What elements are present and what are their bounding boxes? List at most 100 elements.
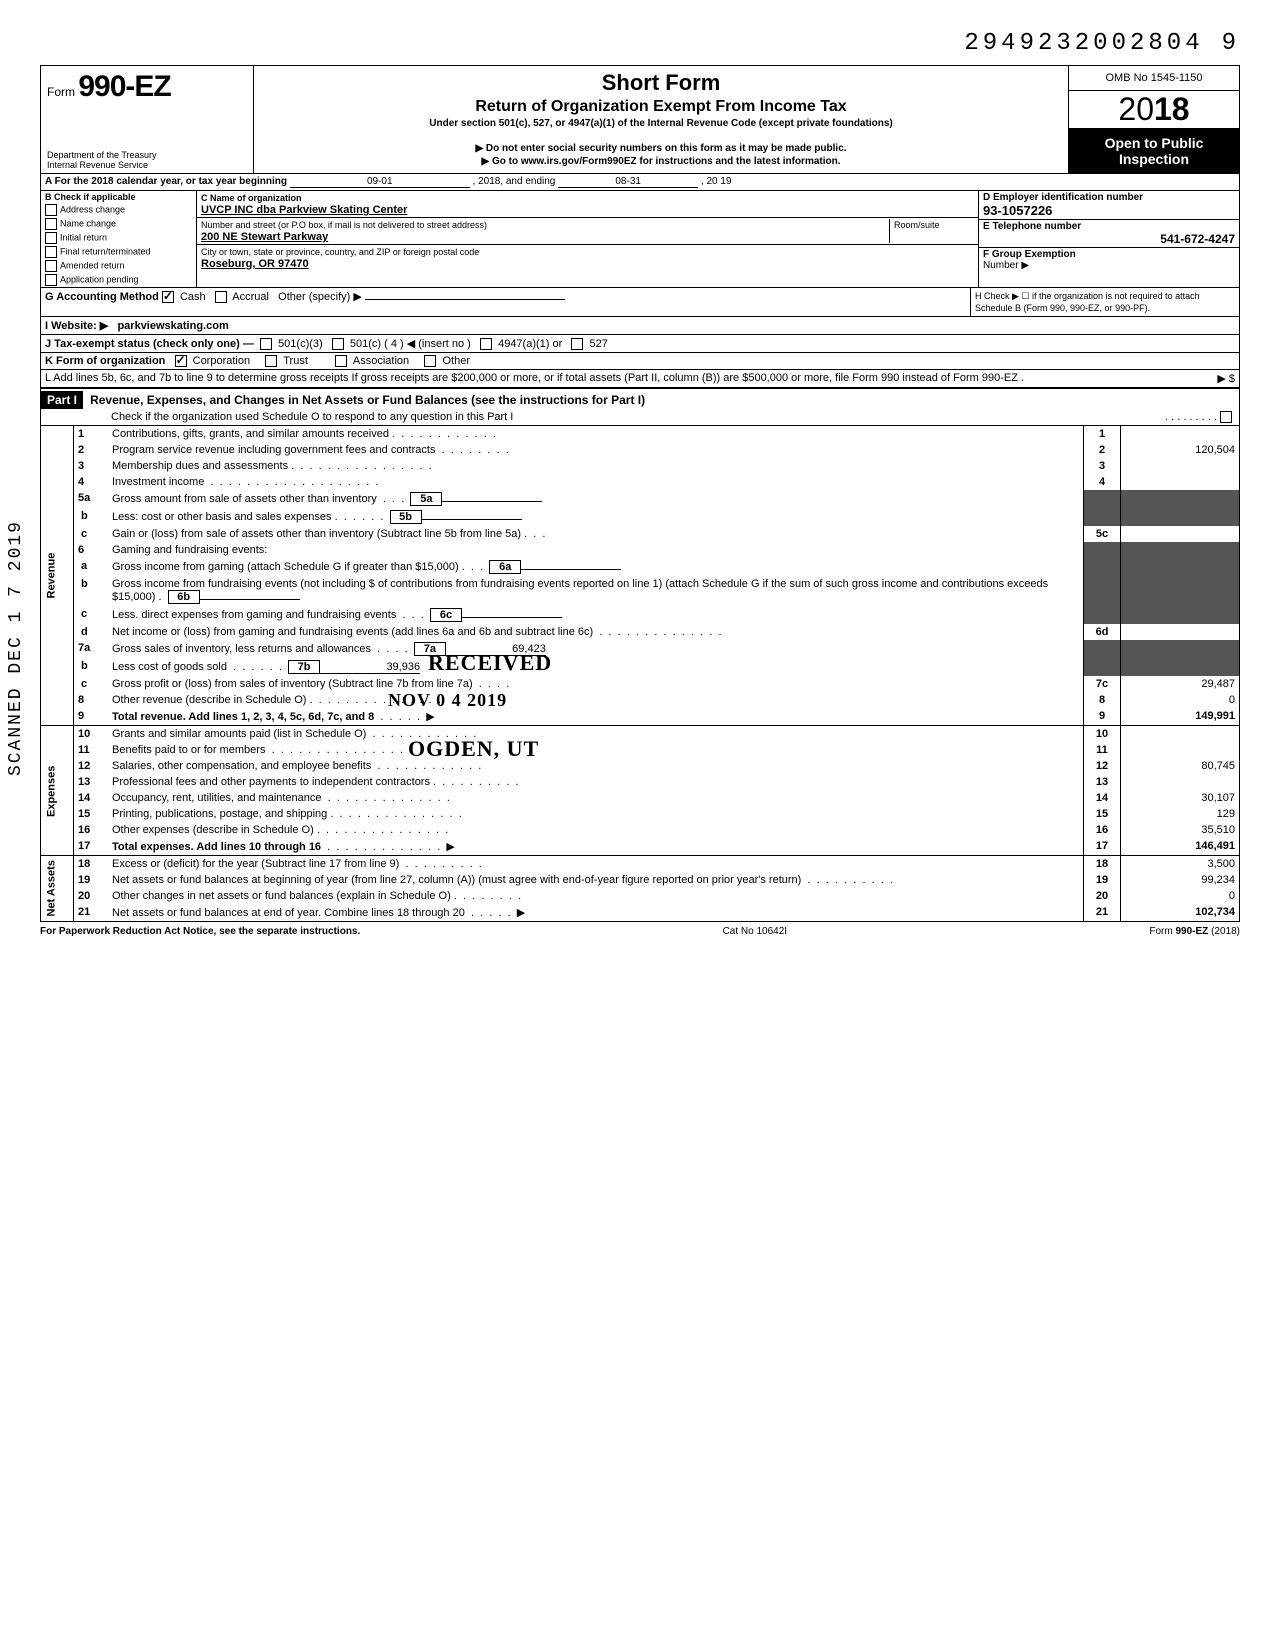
line-num: 17 — [1084, 838, 1121, 856]
title-main: Short Form — [262, 70, 1060, 96]
box-c-hdr: C Name of organization — [201, 193, 302, 203]
inner-num: 6b — [168, 590, 200, 604]
line-val — [1121, 474, 1240, 490]
checkbox-icon[interactable] — [45, 232, 57, 244]
street-hdr: Number and street (or P.O box, if mail i… — [201, 220, 487, 230]
checkbox-icon[interactable] — [45, 260, 57, 272]
shaded-cell — [1121, 490, 1240, 508]
line-num: 4 — [1084, 474, 1121, 490]
box-b-item: Initial return — [41, 231, 196, 245]
checkbox-icon[interactable] — [45, 218, 57, 230]
shaded-cell — [1121, 606, 1240, 624]
line-val — [1121, 726, 1240, 743]
box-b-item: Address change — [41, 203, 196, 217]
checkbox-icon[interactable] — [335, 355, 347, 367]
line-val: 0 — [1121, 888, 1240, 904]
open-to-public: Open to Public Inspection — [1069, 129, 1239, 173]
chk-label: 4947(a)(1) or — [498, 338, 562, 350]
line-text: Salaries, other compensation, and employ… — [112, 760, 371, 772]
inner-val: 39,936 — [320, 661, 420, 674]
line-text: Gaming and fundraising events: — [112, 544, 267, 556]
line-l: L Add lines 5b, 6c, and 7b to line 9 to … — [41, 370, 1239, 388]
checkbox-icon[interactable] — [45, 274, 57, 286]
checkbox-icon[interactable] — [162, 291, 174, 303]
line-num: 2 — [1084, 442, 1121, 458]
line-num: 8 — [1084, 692, 1121, 708]
checkbox-icon[interactable] — [260, 338, 272, 350]
checkbox-icon[interactable] — [1220, 411, 1232, 423]
line-text: Gross profit or (loss) from sales of inv… — [112, 678, 473, 690]
checkbox-icon[interactable] — [265, 355, 277, 367]
line-text: Occupancy, rent, utilities, and maintena… — [112, 792, 322, 804]
checkbox-icon[interactable] — [215, 291, 227, 303]
inner-val — [442, 501, 542, 502]
part1-check-text: Check if the organization used Schedule … — [111, 411, 513, 423]
checkbox-icon[interactable] — [480, 338, 492, 350]
line-g-label: G Accounting Method — [45, 291, 159, 303]
chk-label: 501(c)(3) — [278, 338, 323, 350]
date-stamp: NOV 0 4 2019 — [388, 690, 507, 711]
checkbox-icon[interactable] — [45, 246, 57, 258]
shaded-cell — [1084, 558, 1121, 576]
title-small: Under section 501(c), 527, or 4947(a)(1)… — [262, 118, 1060, 129]
line-num: 7c — [1084, 676, 1121, 692]
line-val: 30,107 — [1121, 790, 1240, 806]
line-i: I Website: ▶ parkviewskating.com — [41, 317, 1239, 335]
line-text: Net income or (loss) from gaming and fun… — [112, 626, 593, 638]
chk-label: Association — [353, 355, 409, 367]
line-val — [1121, 774, 1240, 790]
city-hdr: City or town, state or province, country… — [201, 247, 479, 257]
line-text: Net assets or fund balances at end of ye… — [112, 907, 465, 919]
line-num: 19 — [1084, 872, 1121, 888]
chk-label: Address change — [60, 205, 125, 215]
checkbox-icon[interactable] — [45, 204, 57, 216]
line-num: 15 — [1084, 806, 1121, 822]
inner-val — [521, 569, 621, 570]
checkbox-icon[interactable] — [571, 338, 583, 350]
checkbox-icon[interactable] — [332, 338, 344, 350]
scanned-stamp: SCANNED DEC 1 7 2019 — [6, 520, 26, 776]
department: Department of the Treasury Internal Reve… — [47, 151, 247, 171]
shaded-cell — [1121, 542, 1240, 558]
title-sub: Return of Organization Exempt From Incom… — [262, 98, 1060, 116]
line-val: 99,234 — [1121, 872, 1240, 888]
line-num: 10 — [1084, 726, 1121, 743]
box-d-hdr: D Employer identification number — [983, 192, 1143, 203]
line-num: 5c — [1084, 526, 1121, 542]
shaded-cell — [1121, 640, 1240, 658]
checkbox-icon[interactable] — [175, 355, 187, 367]
line-val: 35,510 — [1121, 822, 1240, 838]
line-val: 129 — [1121, 806, 1240, 822]
line-text: Other expenses (describe in Schedule O) — [112, 824, 314, 836]
line-val: 0 — [1121, 692, 1240, 708]
inner-num: 5b — [390, 510, 422, 524]
inner-num: 5a — [410, 492, 442, 506]
line-text: Professional fees and other payments to … — [112, 776, 430, 788]
received-stamp: RECEIVED — [428, 650, 552, 676]
line-val: 80,745 — [1121, 758, 1240, 774]
box-f-sub: Number ▶ — [983, 260, 1029, 271]
line-h: H Check ▶ ☐ if the organization is not r… — [975, 291, 1200, 313]
box-b-item: Application pending — [41, 273, 196, 287]
chk-label: Accrual — [232, 291, 269, 303]
page-footer: For Paperwork Reduction Act Notice, see … — [40, 922, 1240, 937]
form-number: Form 990-EZ — [47, 70, 247, 104]
shaded-cell — [1084, 640, 1121, 658]
ein: 93-1057226 — [983, 203, 1052, 218]
checkbox-icon[interactable] — [424, 355, 436, 367]
chk-label: 527 — [590, 338, 608, 350]
line-j-label: J Tax-exempt status (check only one) — — [45, 338, 254, 350]
line-text: Less cost of goods sold — [112, 661, 227, 673]
shaded-cell — [1121, 558, 1240, 576]
netassets-side-label: Net Assets — [41, 856, 74, 922]
part1-title: Revenue, Expenses, and Changes in Net As… — [90, 393, 645, 407]
shaded-cell — [1121, 508, 1240, 526]
line-num: 11 — [1084, 742, 1121, 758]
line-text: Net assets or fund balances at beginning… — [112, 874, 801, 886]
box-c: C Name of organization UVCP INC dba Park… — [197, 191, 978, 287]
chk-label: Final return/terminated — [60, 247, 151, 257]
line-text: Gross sales of inventory, less returns a… — [112, 643, 371, 655]
line-l-tail: ▶ $ — [1217, 372, 1235, 385]
line-val: 149,991 — [1121, 708, 1240, 726]
inner-num: 6a — [489, 560, 521, 574]
